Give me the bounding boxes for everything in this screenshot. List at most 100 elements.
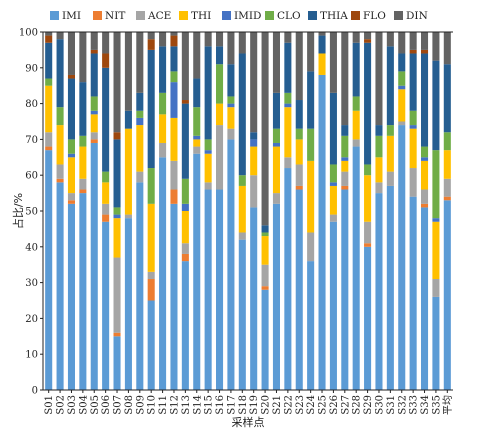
- bar-segment-flo: [181, 100, 189, 104]
- bar-segment-nit: [443, 196, 451, 201]
- bar-segment-din: [421, 32, 429, 50]
- bar-segment-imid: [284, 103, 292, 108]
- bar-segment-imi: [238, 239, 246, 390]
- legend-swatch: [93, 11, 102, 20]
- bar-stack-S03: [67, 32, 75, 390]
- y-ticks: 0 10 20 30 40 50 60 70 80 90 100: [19, 28, 43, 397]
- bar-segment-clo: [295, 128, 303, 140]
- bar-segment-thia: [421, 53, 429, 147]
- bar-segment-thi: [272, 146, 280, 194]
- bar-segment-clo: [238, 175, 246, 186]
- bar-segment-clo: [193, 107, 201, 136]
- bar-segment-thia: [238, 53, 246, 176]
- bar-segment-ace: [364, 221, 372, 244]
- bar-segment-ace: [409, 168, 417, 197]
- legend-item-flo: FLO: [351, 10, 386, 22]
- bar-segment-flo: [364, 39, 372, 43]
- x-axis-title: 采样点: [232, 415, 265, 429]
- bar-segment-thia: [398, 53, 406, 72]
- bar-stack-S12: [170, 32, 178, 390]
- bar-segment-thi: [227, 107, 235, 129]
- bar-stack-S26: [329, 32, 337, 390]
- legend-item-thi: THI: [179, 10, 211, 22]
- legend-label: THI: [191, 10, 211, 22]
- bar-segment-thia: [329, 92, 337, 165]
- bar-segment-imi: [204, 189, 212, 390]
- bar-segment-nit: [79, 189, 87, 194]
- bar-stack-S21: [272, 32, 280, 390]
- bar-segment-thia: [113, 139, 121, 208]
- bar-segment-imi: [341, 189, 349, 390]
- bar-segment-thia: [90, 53, 98, 97]
- legend-label: ACE: [147, 10, 171, 22]
- bar-stack-S22: [284, 32, 292, 390]
- bar-segment-imi: [250, 207, 258, 390]
- bar-segment-ace: [238, 232, 246, 240]
- bar-segment-nit: [102, 214, 110, 222]
- bar-segment-thi: [238, 185, 246, 233]
- bar-segment-ace: [375, 182, 383, 194]
- legend-swatch: [50, 11, 59, 20]
- x-tick-label: S08: [124, 395, 135, 415]
- bar-segment-din: [375, 32, 383, 126]
- bar-segment-din: [102, 32, 110, 54]
- bar-segment-thi: [79, 146, 87, 179]
- bar-segment-thi: [307, 160, 315, 233]
- bar-segment-ace: [272, 193, 280, 204]
- bar-segment-thia: [375, 125, 383, 136]
- y-tick-label: 90: [25, 63, 38, 74]
- y-tick-label: 20: [25, 314, 38, 325]
- x-tick-label: S29: [363, 395, 374, 415]
- x-tick-label: S13: [181, 395, 192, 415]
- bar-segment-ace: [193, 146, 201, 154]
- bar-segment-ace: [307, 232, 315, 262]
- bar-segment-ace: [124, 214, 132, 219]
- bar-segment-thi: [261, 236, 269, 265]
- bar-segment-din: [193, 32, 201, 79]
- bar-segment-imi: [364, 246, 372, 390]
- bar-segment-nit: [295, 185, 303, 190]
- bar-segment-ace: [45, 132, 53, 147]
- bar-segment-thi: [250, 146, 258, 176]
- bar-segment-nit: [364, 243, 372, 247]
- bar-stack-S05: [90, 32, 98, 390]
- bar-segment-thi: [432, 221, 440, 280]
- bar-segment-thia: [295, 100, 303, 129]
- x-tick-label: S27: [340, 395, 351, 415]
- x-tick-label: S19: [249, 395, 260, 415]
- y-tick-label: 40: [25, 242, 38, 253]
- bar-stack-S30: [375, 32, 383, 390]
- bar-segment-flo: [90, 49, 98, 54]
- bar-segment-ace: [352, 139, 360, 147]
- bar-segment-flo: [67, 74, 75, 79]
- x-tick-label: S09: [135, 395, 146, 415]
- bar-stack-S15: [204, 32, 212, 390]
- bar-stack-S17: [227, 32, 235, 390]
- bar-segment-clo: [204, 139, 212, 151]
- x-tick-label: S33: [409, 395, 420, 415]
- bar-segment-imid: [432, 218, 440, 222]
- bar-segment-din: [56, 32, 64, 40]
- bar-segment-din: [364, 32, 372, 40]
- bar-stack-S32: [398, 32, 406, 390]
- bar-segment-ace: [443, 178, 451, 197]
- legend-swatch: [308, 11, 317, 20]
- bar-segment-thia: [386, 46, 394, 126]
- legend-swatch: [351, 11, 360, 20]
- bar-segment-thi: [398, 89, 406, 122]
- bar-segment-imi: [216, 189, 224, 390]
- bar-segment-ace: [79, 178, 87, 190]
- bar-segment-thi: [67, 157, 75, 194]
- bar-stack-S34: [421, 32, 429, 390]
- bar-segment-nit: [67, 200, 75, 204]
- legend-label: IMI: [62, 10, 81, 22]
- bar-segment-imi: [79, 193, 87, 390]
- bar-stack-S11: [159, 32, 167, 390]
- bar-segment-thi: [56, 125, 64, 165]
- legend-item-clo: CLO: [265, 10, 301, 22]
- bar-stack-S27: [341, 32, 349, 390]
- x-tick-label: S10: [147, 395, 158, 415]
- bar-segment-imi: [398, 125, 406, 390]
- bar-segment-flo: [421, 49, 429, 54]
- bar-segment-thi: [295, 139, 303, 165]
